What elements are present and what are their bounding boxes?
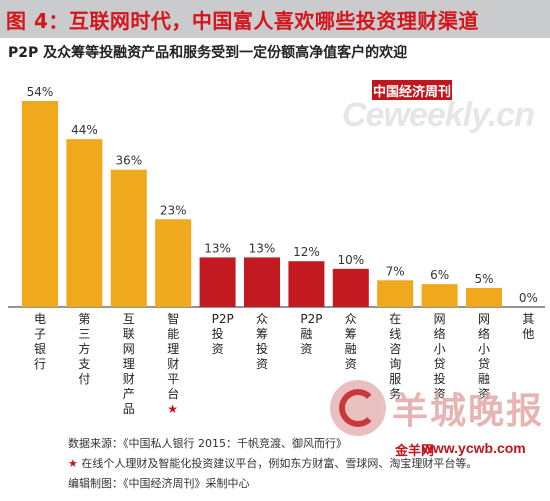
category-label: 众筹投资 — [256, 312, 268, 371]
bar-6 — [244, 257, 280, 307]
category-label: 其他 — [522, 312, 534, 341]
category-label: 网络小贷投资 — [434, 312, 446, 401]
bar-11 — [466, 287, 502, 307]
category-label: P2P 融资 — [300, 312, 322, 356]
newspaper-logo: 羊城晚报 — [330, 380, 544, 436]
chart-title: 图 4：互联网时代，中国富人喜欢哪些投资理财渠道 — [6, 8, 479, 33]
bar-7 — [288, 261, 325, 307]
bar-value-label: 13% — [249, 241, 276, 255]
footer-editor: 编辑制图：《中国经济周刊》采制中心 — [68, 477, 250, 490]
bar-value-label: 36% — [115, 154, 142, 168]
footer-source: 数据来源：《中国私人银行 2015：千帆竞渡、御风而行》 — [68, 437, 347, 450]
category-label: 网络小贷融资 — [478, 312, 490, 401]
bar-value-label: 13% — [204, 241, 231, 255]
category-label: 在线咨询服务 — [389, 312, 401, 401]
chart-subtitle: P2P 及众筹等投融资产品和服务受到一定份额高净值客户的欢迎 — [8, 45, 408, 61]
bar-10 — [421, 284, 458, 307]
title-bar: 图 4：互联网时代，中国富人喜欢哪些投资理财渠道 — [0, 0, 550, 38]
newspaper-prefix: 金羊网 — [395, 444, 435, 459]
bar-9 — [377, 280, 414, 307]
magazine-brand: 中国经济周刊 — [372, 80, 452, 100]
category-label: 智能理财平台★ — [167, 311, 179, 416]
bar-value-label: 10% — [337, 253, 364, 267]
star-icon: ★ — [68, 457, 78, 470]
bar-4 — [155, 219, 192, 307]
bar-5 — [199, 257, 236, 307]
bar-2 — [66, 139, 103, 307]
logo-icon — [330, 380, 386, 436]
bar-8 — [332, 268, 369, 307]
footer-note-line: ★ 在线个人理财及智能化投资建议平台，例如东方财富、雪球网、淘宝理财平台等。 — [68, 454, 477, 474]
newspaper-name: 羊城晚报 — [392, 390, 545, 432]
bar-chart: 54% 电子银行 44% 第三方支付 36% 互联网理财产品 23% 智能理财平台★ 13% P2… — [8, 85, 545, 416]
bar-value-label: 54% — [27, 85, 54, 99]
bar-value-label: 6% — [430, 268, 449, 282]
category-label: P2P 投资 — [212, 312, 234, 356]
newspaper-url: www.ycwb.com — [422, 440, 526, 456]
category-label: 电子银行 — [34, 312, 46, 371]
footer: 数据来源：《中国私人银行 2015：千帆竞渡、御风而行》 ★ 在线个人理财及智能… — [68, 434, 477, 494]
bar-value-label: 7% — [386, 264, 405, 278]
bar-value-label: 0% — [519, 291, 538, 305]
watermark: Ceweekly.cn — [342, 96, 535, 134]
category-label: 众筹融资 — [345, 312, 357, 371]
bar-value-label: 5% — [474, 272, 493, 286]
bar-value-label: 12% — [293, 245, 320, 259]
bar-3 — [110, 169, 147, 307]
bar-value-label: 23% — [160, 203, 187, 217]
footer-note: 在线个人理财及智能化投资建议平台，例如东方财富、雪球网、淘宝理财平台等。 — [81, 457, 478, 470]
bar-1 — [22, 101, 58, 307]
category-label: 第三方支付 — [78, 312, 90, 386]
category-label: 互联网理财产品 — [123, 312, 135, 416]
bar-value-label: 44% — [71, 123, 98, 137]
